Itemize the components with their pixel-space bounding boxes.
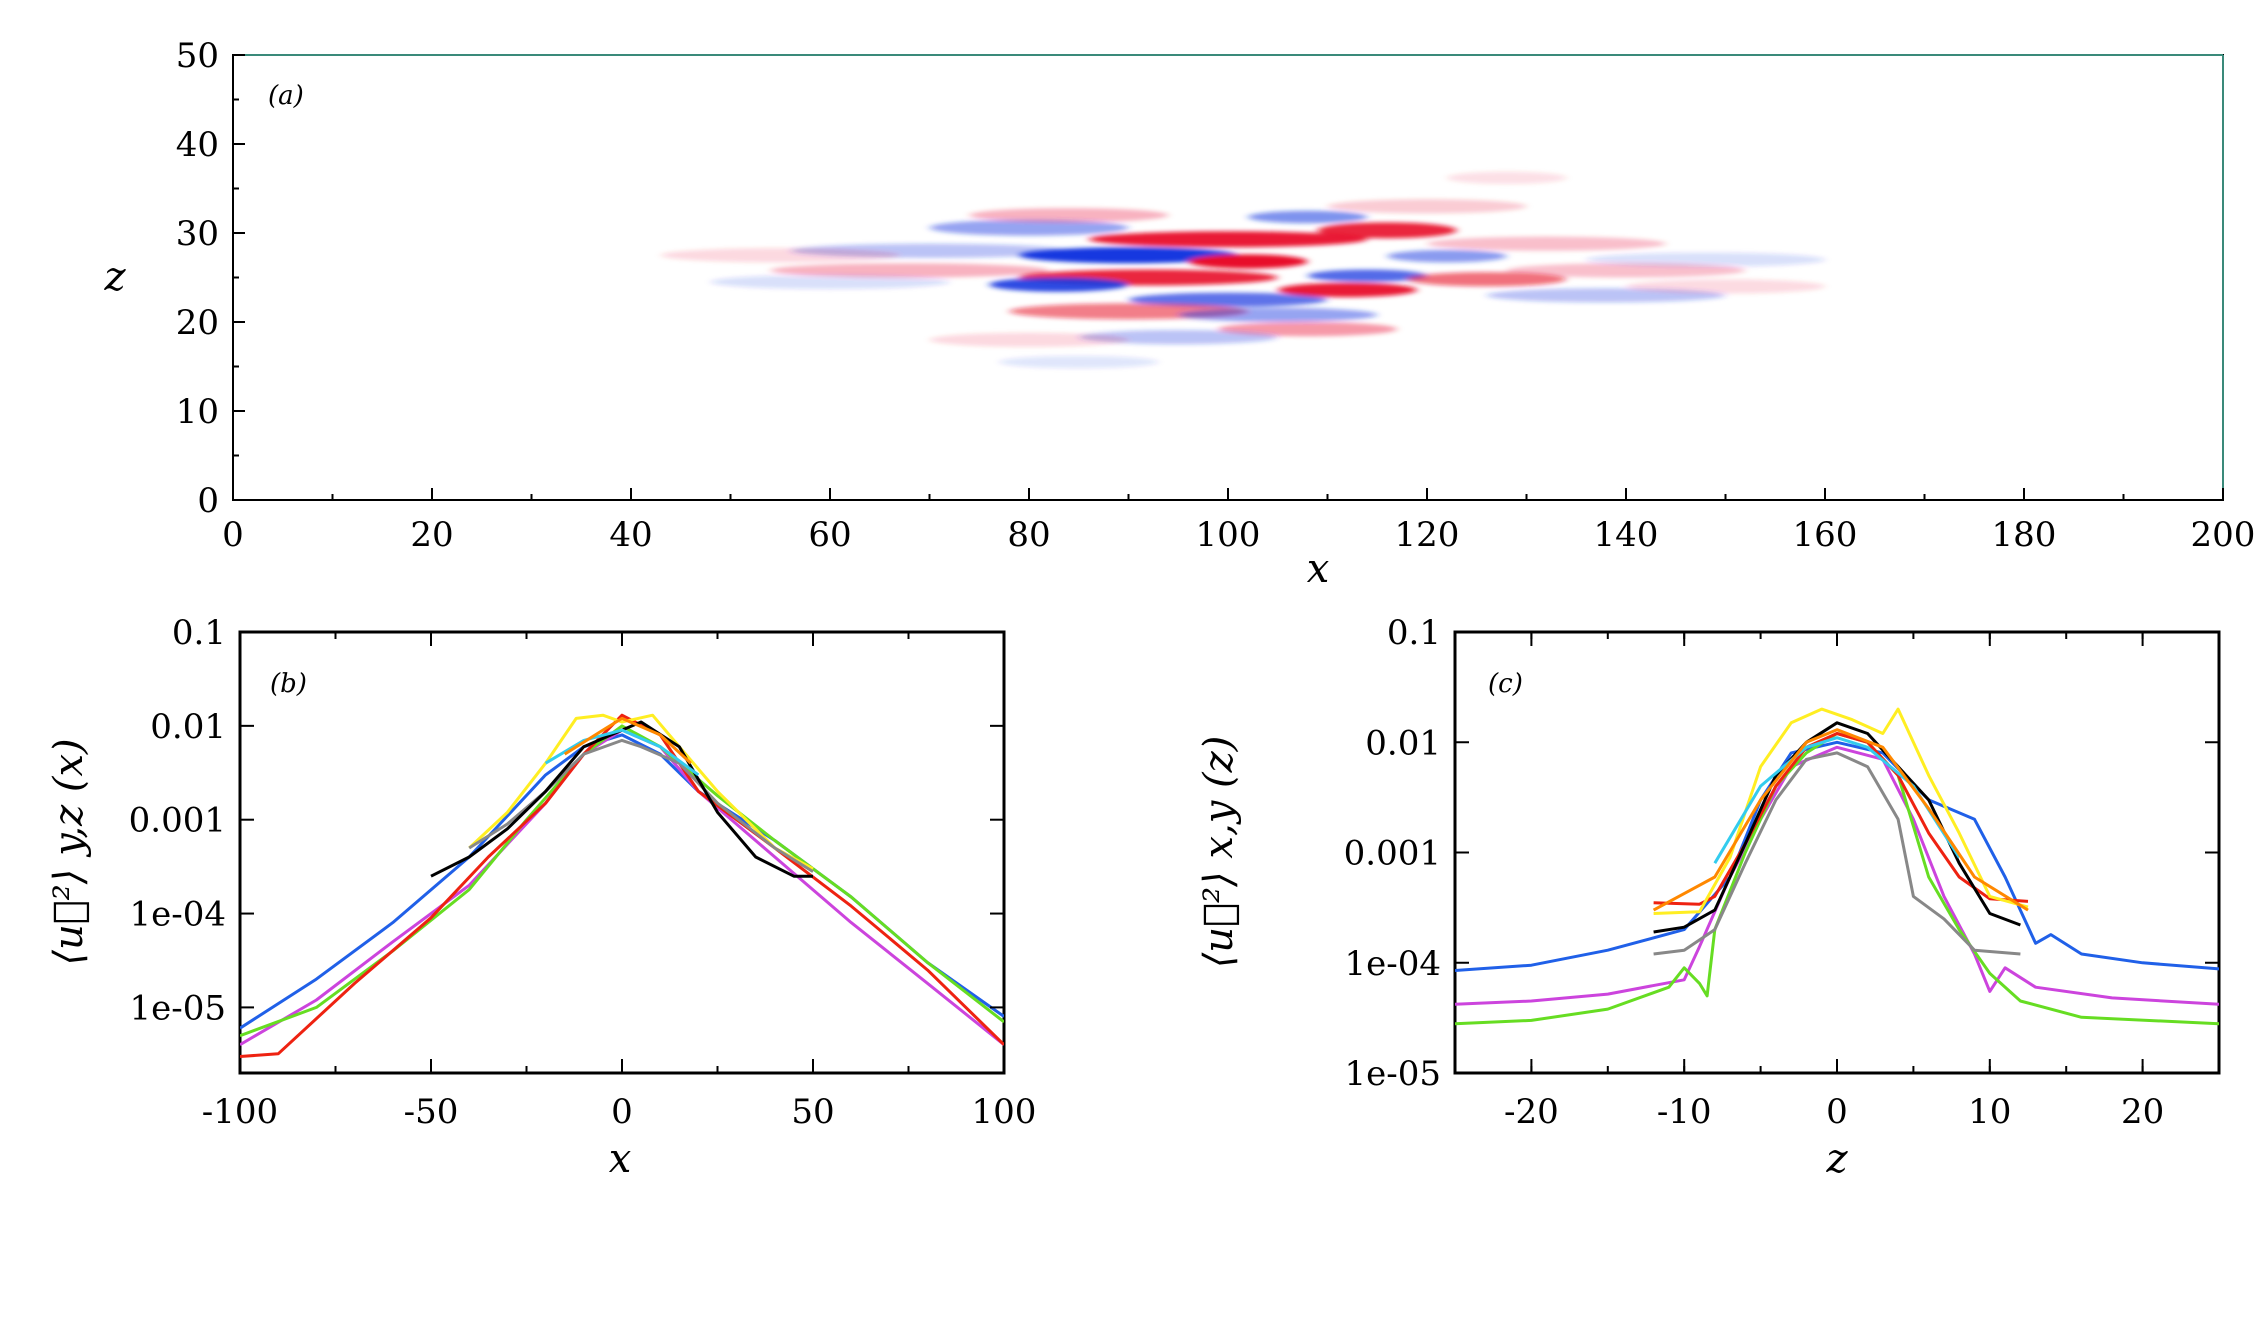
x-tick-label-a: 200 — [2191, 515, 2256, 555]
heatmap-blob — [969, 208, 1169, 223]
series-line-grey — [468, 738, 814, 873]
x-axis-label-a: x — [1307, 546, 1330, 592]
heatmap-blob — [1088, 231, 1368, 248]
heatmap-blob — [1446, 171, 1567, 185]
heatmap-blob — [1277, 282, 1418, 298]
x-tick-label-b: 100 — [972, 1092, 1037, 1132]
heatmap-blob — [1586, 252, 1825, 267]
heatmap-blob — [1218, 322, 1398, 337]
y-tick-label-a: 0 — [197, 481, 219, 521]
y-tick-label-c: 0.01 — [1365, 723, 1441, 763]
x-tick-label-c: 0 — [1826, 1092, 1848, 1132]
y-tick-label-a: 10 — [176, 392, 219, 432]
series-line-blue — [1455, 740, 2219, 972]
y-tick-label-c: 1e-05 — [1344, 1054, 1441, 1094]
heatmap-blob — [660, 248, 900, 263]
heatmap-blob — [1188, 254, 1308, 269]
x-tick-label-c: 10 — [1968, 1092, 2011, 1132]
x-tick-label-a: 60 — [808, 515, 851, 555]
heatmap-blob — [1307, 269, 1428, 282]
series-line-black — [1653, 721, 2021, 934]
x-tick-label-c: -10 — [1657, 1092, 1712, 1132]
heatmap-blob — [1078, 330, 1278, 345]
heatmap-blob — [1128, 292, 1328, 307]
panel-c-frame — [1453, 630, 2221, 1075]
lines-b — [240, 713, 1004, 1058]
series-line-grey — [1653, 751, 2021, 956]
panel-c-label: (c) — [1488, 669, 1523, 699]
series-line-orange — [563, 716, 692, 765]
y-tick-label-a: 50 — [176, 36, 219, 76]
heatmap-a — [660, 171, 1825, 369]
heatmap-blob — [929, 219, 1129, 236]
heatmap-blob — [710, 274, 950, 290]
x-tick-label-a: 100 — [1196, 515, 1261, 555]
series-line-black — [430, 720, 813, 878]
x-tick-label-a: 160 — [1793, 515, 1858, 555]
heatmap-blob — [1387, 249, 1507, 263]
heatmap-blob — [1506, 263, 1746, 278]
y-tick-label-b: 0.01 — [150, 707, 226, 747]
heatmap-blob — [1427, 236, 1666, 251]
y-tick-label-b: 1e-04 — [129, 895, 226, 935]
axes-c: -20 -10 0 10 20 1e-05 1e-04 0.001 0.01 0.1 — [1344, 613, 2220, 1132]
panel-b-label: (b) — [270, 669, 307, 699]
x-tick-label-a: 20 — [410, 515, 453, 555]
y-tick-label-a: 40 — [176, 125, 219, 165]
heatmap-blob — [770, 263, 1049, 278]
x-tick-label-c: -20 — [1504, 1092, 1559, 1132]
x-tick-label-a: 40 — [609, 515, 652, 555]
series-line-yellow — [468, 713, 814, 871]
heatmap-blob — [1327, 199, 1527, 214]
y-axis-label-a: z — [103, 254, 126, 300]
x-tick-label-b: -50 — [404, 1092, 459, 1132]
y-tick-label-b: 0.001 — [129, 801, 226, 841]
lines-c — [1455, 707, 2219, 1026]
y-axis-label-c: ⟨u⃗²⟩ x,y (z) — [1196, 736, 1242, 969]
x-tick-label-a: 120 — [1395, 515, 1460, 555]
heatmap-blob — [989, 277, 1129, 292]
heatmap-blob — [929, 332, 1129, 347]
heatmap-blob — [1407, 272, 1567, 287]
x-tick-label-b: 0 — [611, 1092, 633, 1132]
x-tick-label-a: 140 — [1594, 515, 1659, 555]
x-tick-label-a: 0 — [222, 515, 244, 555]
panel-a: 0 20 40 60 80 100 120 140 160 180 200 0 10 20 30 40 50 (… — [103, 36, 2255, 592]
y-tick-label-c: 0.001 — [1344, 834, 1441, 874]
panel-b-frame — [238, 630, 1006, 1075]
y-axis-label-b: ⟨u⃗²⟩ y,z (x) — [46, 738, 92, 965]
series-line-cyan — [544, 728, 700, 777]
panel-a-label: (a) — [268, 81, 304, 111]
x-tick-label-a: 180 — [1992, 515, 2057, 555]
y-tick-label-b: 0.1 — [172, 613, 226, 653]
x-tick-label-b: -100 — [202, 1092, 278, 1132]
heatmap-blob — [1247, 210, 1368, 224]
heatmap-blob — [1019, 247, 1238, 264]
x-tick-label-b: 50 — [791, 1092, 834, 1132]
x-tick-label-a: 80 — [1007, 515, 1050, 555]
axes-b: -100 -50 0 50 100 1e-05 1e-04 0.001 0.01 0.1 — [129, 613, 1037, 1132]
series-line-red — [1653, 732, 2029, 906]
series-line-green — [1455, 732, 2219, 1026]
series-line-orange — [1652, 728, 2029, 912]
y-tick-label-b: 1e-05 — [129, 988, 226, 1028]
x-tick-label-c: 20 — [2121, 1092, 2164, 1132]
x-axis-label-b: x — [609, 1136, 632, 1182]
y-tick-label-a: 30 — [176, 214, 219, 254]
heatmap-blob — [1178, 307, 1378, 322]
heatmap-blob — [999, 355, 1159, 369]
y-tick-label-c: 0.1 — [1387, 613, 1441, 653]
series-line-yellow — [1653, 707, 2029, 915]
heatmap-blob — [1626, 279, 1825, 294]
y-tick-label-c: 1e-04 — [1344, 944, 1441, 984]
x-axis-label-c: z — [1825, 1136, 1848, 1182]
y-tick-label-a: 20 — [176, 303, 219, 343]
heatmap-blob — [1317, 222, 1457, 239]
axes-a: 0 20 40 60 80 100 120 140 160 180 200 0 10 20 30 40 50 — [176, 36, 2256, 555]
